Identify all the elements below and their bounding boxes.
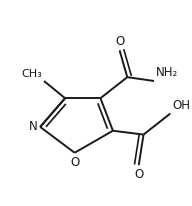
- Text: OH: OH: [172, 99, 190, 112]
- Text: N: N: [29, 121, 37, 133]
- Text: O: O: [115, 34, 124, 48]
- Text: CH₃: CH₃: [21, 69, 42, 79]
- Text: NH₂: NH₂: [156, 66, 178, 79]
- Text: O: O: [70, 156, 79, 169]
- Text: O: O: [134, 168, 143, 181]
